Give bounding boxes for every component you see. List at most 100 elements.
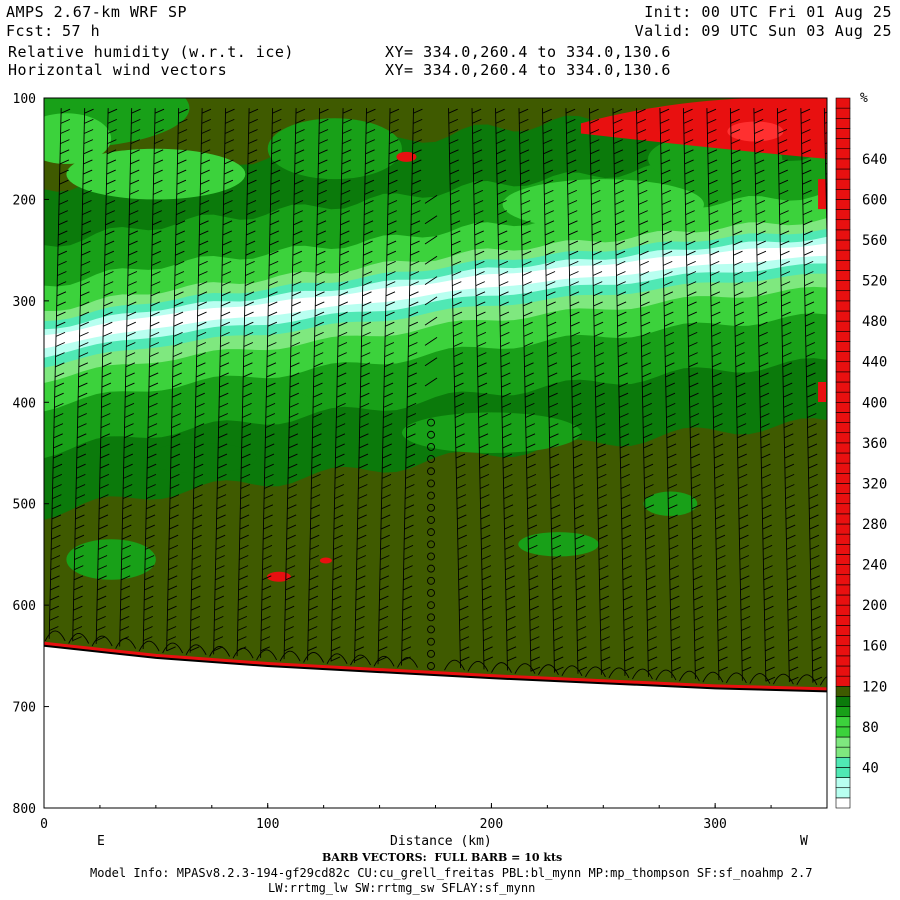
wind-barb bbox=[669, 555, 679, 560]
wind-barb bbox=[546, 301, 556, 307]
wind-barb bbox=[354, 656, 364, 662]
wind-barb bbox=[551, 555, 562, 560]
wind-barb bbox=[477, 362, 487, 368]
wind-barb bbox=[759, 362, 769, 368]
wind-barb bbox=[805, 321, 815, 327]
wind-barb bbox=[618, 352, 628, 358]
wind-barb bbox=[101, 413, 111, 418]
wind-barb bbox=[755, 169, 765, 175]
wind-barb bbox=[284, 646, 294, 652]
wind-barb bbox=[122, 514, 132, 520]
wind-barb bbox=[787, 605, 798, 611]
wind-barb bbox=[401, 646, 412, 652]
wind-barb bbox=[295, 108, 306, 114]
wind-barb bbox=[646, 605, 657, 611]
wind-barb bbox=[173, 321, 183, 327]
wind-barb bbox=[806, 362, 816, 368]
calm-wind-circle bbox=[427, 455, 435, 464]
wind-barb bbox=[740, 575, 750, 581]
wind-barb bbox=[200, 179, 210, 185]
wind-barb bbox=[121, 534, 132, 540]
wind-barb bbox=[811, 615, 821, 621]
wind-barb bbox=[148, 392, 158, 398]
wind-barb bbox=[340, 220, 350, 226]
wind-barb bbox=[694, 656, 705, 662]
wind-barb bbox=[364, 179, 375, 185]
wind-barb bbox=[100, 423, 111, 429]
wind-barb bbox=[687, 301, 697, 307]
forecast-label: Fcst: bbox=[6, 22, 54, 40]
wind-barb bbox=[105, 210, 115, 216]
wind-barb bbox=[359, 433, 369, 439]
wind-barb bbox=[51, 504, 62, 510]
wind-barb bbox=[200, 159, 211, 165]
wind-barb bbox=[568, 220, 578, 226]
wind-barb bbox=[717, 605, 727, 611]
wind-barb bbox=[549, 453, 560, 459]
wind-barb bbox=[731, 159, 741, 165]
wind-barb bbox=[168, 544, 179, 550]
wind-barb bbox=[691, 514, 702, 520]
wind-barb bbox=[686, 271, 697, 276]
rh-patch bbox=[518, 532, 599, 557]
wind-barb bbox=[707, 149, 718, 155]
wind-barb bbox=[757, 281, 767, 287]
wind-barb bbox=[501, 413, 512, 418]
wind-barb bbox=[616, 301, 627, 307]
wind-barb bbox=[267, 321, 278, 327]
wind-barb bbox=[336, 413, 346, 418]
wind-barb bbox=[597, 484, 607, 489]
wind-barb bbox=[637, 179, 648, 185]
wind-barb bbox=[733, 250, 743, 256]
wind-barb bbox=[569, 271, 579, 276]
wind-barb bbox=[642, 413, 653, 418]
wind-barb bbox=[477, 382, 488, 388]
wind-barb bbox=[265, 402, 276, 408]
wind-barb bbox=[75, 524, 85, 530]
wind-barb bbox=[807, 413, 817, 418]
wind-barb bbox=[201, 108, 212, 114]
wind-barb bbox=[758, 342, 769, 347]
wind-barb bbox=[482, 595, 492, 601]
wind-barb bbox=[379, 565, 390, 571]
wind-barb bbox=[290, 342, 301, 347]
wind-barb bbox=[237, 615, 248, 621]
wind-barb bbox=[266, 382, 276, 388]
wind-barb bbox=[496, 139, 506, 145]
wind-barb bbox=[240, 504, 250, 510]
wind-barb bbox=[222, 220, 233, 226]
wind-barb bbox=[524, 382, 535, 388]
wind-barb bbox=[238, 595, 248, 601]
wind-barb bbox=[741, 626, 751, 631]
wind-barb-staff bbox=[753, 108, 767, 682]
wind-barb bbox=[665, 382, 675, 388]
wind-barb bbox=[78, 372, 88, 378]
wind-barb bbox=[660, 149, 671, 155]
wind-barb bbox=[765, 646, 775, 652]
wind-barb bbox=[498, 271, 509, 276]
wind-barb bbox=[60, 139, 70, 145]
wind-barb bbox=[125, 382, 135, 388]
wind-barb bbox=[410, 220, 421, 226]
wind-barb bbox=[499, 301, 509, 307]
wind-barb bbox=[528, 555, 538, 560]
wind-barb bbox=[739, 524, 749, 530]
wind-barb bbox=[107, 129, 117, 134]
wind-barb bbox=[668, 534, 679, 540]
wind-barb bbox=[552, 595, 563, 601]
wind-barb bbox=[474, 230, 484, 236]
wind-barb bbox=[131, 108, 141, 114]
wind-barb bbox=[575, 565, 585, 571]
wind-barb bbox=[474, 210, 484, 216]
wind-barb bbox=[692, 534, 702, 540]
wind-barb bbox=[106, 189, 116, 195]
wind-barb bbox=[714, 473, 724, 479]
wind-barb bbox=[382, 463, 392, 469]
wind-barb bbox=[593, 301, 603, 307]
wind-barb bbox=[594, 342, 604, 347]
wind-barb bbox=[387, 230, 397, 236]
wind-barb bbox=[643, 453, 654, 459]
wind-barb bbox=[387, 200, 398, 205]
wind-barb bbox=[408, 321, 419, 327]
wind-barb bbox=[145, 544, 155, 550]
